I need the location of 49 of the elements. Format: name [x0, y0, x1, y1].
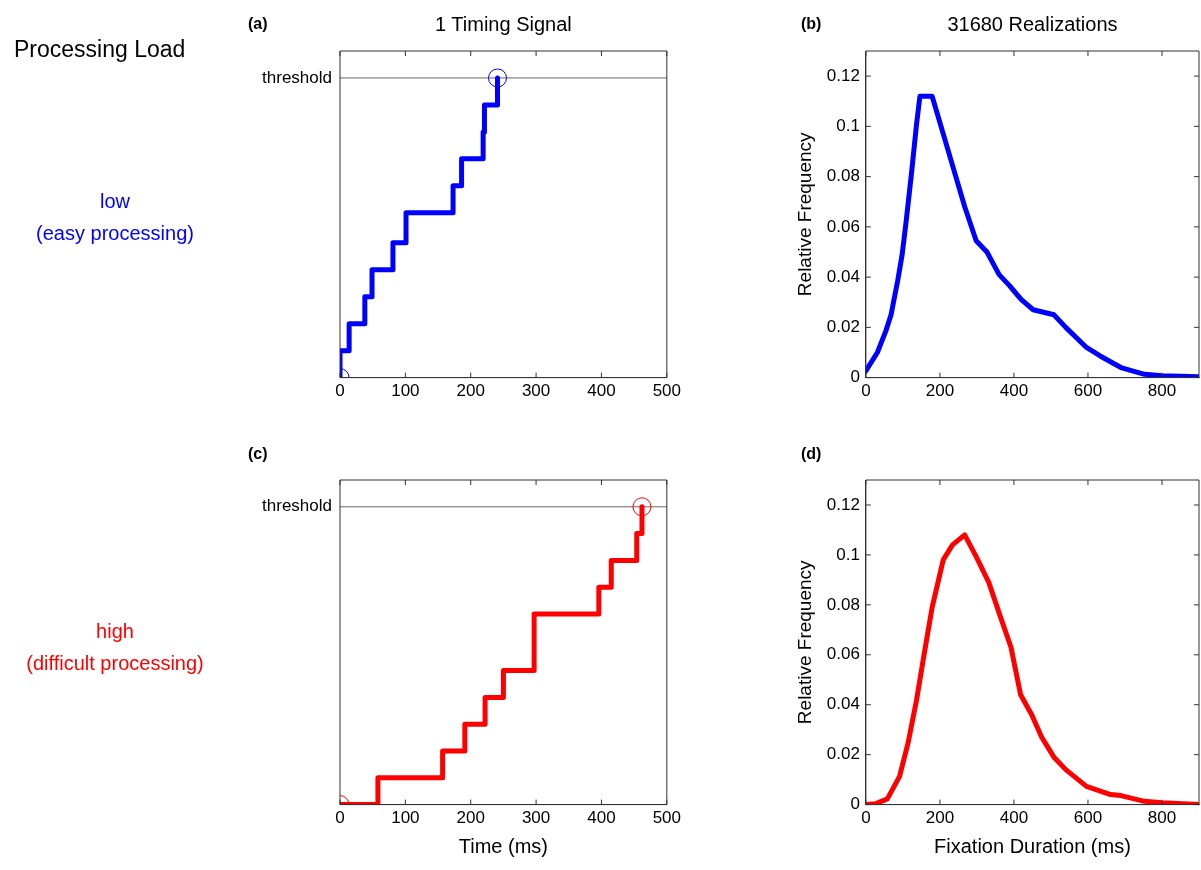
text: (a) — [248, 15, 268, 33]
x-tick-label: 300 — [521, 381, 551, 401]
text: (c) — [248, 445, 268, 463]
x-tick-label: 200 — [456, 381, 485, 401]
x-tick-label: 100 — [391, 808, 420, 828]
y-tick-label: 0.08 — [826, 594, 860, 614]
chart-title: 31680 Realizations — [947, 12, 1118, 35]
x-tick-label: 600 — [1073, 381, 1103, 401]
y-tick-label: 0.06 — [826, 644, 860, 664]
x-tick-label: 400 — [999, 808, 1029, 828]
y-axis-title: Relative Frequency — [793, 131, 815, 297]
x-tick-label: 500 — [652, 808, 682, 828]
y-axis-title: high (difficult processing) — [25, 619, 205, 676]
y-axis-title: Relative Frequency — [793, 559, 815, 725]
ref-line-label: threshold — [262, 67, 332, 87]
y-tick-label: 0.06 — [826, 216, 860, 236]
x-tick-label: 200 — [456, 808, 485, 828]
x-tick-label: 800 — [1147, 808, 1177, 828]
y-tick-label: 0.04 — [826, 694, 860, 714]
y-tick-label: 0.12 — [826, 65, 860, 85]
x-axis-title: Time (ms) — [458, 834, 549, 857]
x-tick-label: 400 — [587, 381, 616, 401]
x-tick-label: 500 — [652, 381, 682, 401]
y-tick-label: 0.1 — [836, 544, 860, 564]
x-tick-label: 100 — [391, 381, 420, 401]
x-tick-label: 600 — [1073, 808, 1103, 828]
chart-title: 1 Timing Signal — [435, 12, 572, 35]
x-tick-label: 400 — [999, 381, 1029, 401]
text: (b) — [800, 15, 822, 33]
y-tick-label: 0 — [850, 794, 860, 814]
x-tick-label: 800 — [1147, 381, 1177, 401]
y-tick-label: 0.04 — [826, 266, 860, 286]
text: (d) — [800, 445, 822, 463]
y-tick-label: 0.02 — [826, 744, 860, 764]
x-tick-label: 0 — [335, 381, 345, 401]
y-tick-label: 0 — [850, 367, 860, 387]
y-tick-label: 0.02 — [826, 317, 860, 337]
x-tick-label: 200 — [925, 808, 955, 828]
text: Processing Load — [14, 36, 186, 63]
x-tick-label: 400 — [587, 808, 616, 828]
x-tick-label: 200 — [925, 381, 955, 401]
x-tick-label: 300 — [521, 808, 551, 828]
x-axis-title: Fixation Duration (ms) — [934, 834, 1131, 857]
y-axis-title: low (easy processing) — [35, 189, 195, 246]
y-tick-label: 0.12 — [826, 494, 860, 514]
ref-line-label: threshold — [262, 496, 332, 516]
y-tick-label: 0.08 — [826, 166, 860, 186]
x-tick-label: 0 — [335, 808, 345, 828]
y-tick-label: 0.1 — [836, 116, 860, 136]
